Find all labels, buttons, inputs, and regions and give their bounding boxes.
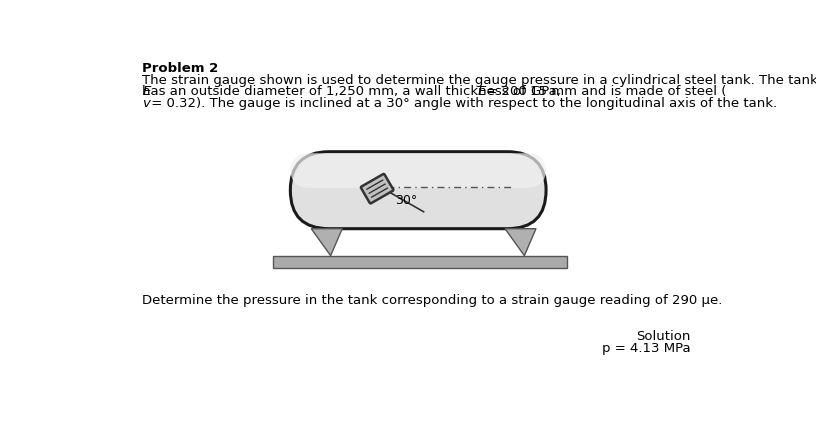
Text: = 0.32). The gauge is inclined at a 30° angle with respect to the longitudinal a: = 0.32). The gauge is inclined at a 30° …: [147, 97, 777, 110]
Text: = 200 GPa,: = 200 GPa,: [482, 86, 561, 98]
Text: p = 4.13 MPa: p = 4.13 MPa: [602, 342, 691, 355]
Text: has an outside diameter of 1,250 mm, a wall thickness of 15 mm and is made of st: has an outside diameter of 1,250 mm, a w…: [142, 86, 727, 98]
Text: Problem 2: Problem 2: [142, 62, 219, 75]
Text: 30°: 30°: [395, 194, 417, 207]
Bar: [273, 256, 567, 268]
FancyBboxPatch shape: [290, 153, 546, 188]
Polygon shape: [311, 229, 342, 256]
Polygon shape: [505, 229, 536, 256]
Text: E: E: [142, 86, 151, 98]
Text: Solution: Solution: [636, 330, 691, 343]
Text: The strain gauge shown is used to determine the gauge pressure in a cylindrical : The strain gauge shown is used to determ…: [142, 74, 816, 87]
FancyBboxPatch shape: [361, 174, 393, 203]
FancyBboxPatch shape: [290, 152, 546, 229]
Text: Determine the pressure in the tank corresponding to a strain gauge reading of 29: Determine the pressure in the tank corre…: [142, 294, 723, 307]
Text: E: E: [478, 86, 486, 98]
Text: v: v: [142, 97, 150, 110]
